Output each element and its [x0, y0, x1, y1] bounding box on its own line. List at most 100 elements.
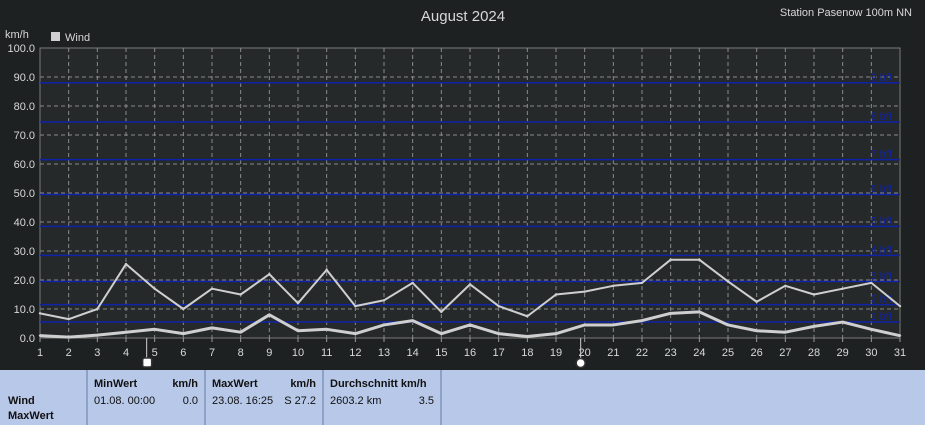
data-point-max — [497, 304, 500, 308]
x-tick-label: 12 — [349, 347, 361, 359]
x-tick-label: 29 — [837, 347, 849, 359]
y-tick-label: 50.0 — [14, 188, 35, 200]
y-tick-label: 100.0 — [7, 43, 35, 55]
data-point-max — [698, 258, 701, 261]
data-point-avg — [153, 328, 156, 331]
data-point-max — [612, 284, 615, 287]
x-tick-label: 22 — [636, 347, 648, 359]
x-tick-label: 2 — [66, 347, 72, 359]
beaufort-label: 6 bft — [871, 183, 892, 195]
data-point-avg — [411, 319, 414, 322]
max-title: MaxWert — [212, 378, 258, 390]
data-point-max — [153, 287, 156, 290]
x-tick-label: 9 — [266, 347, 272, 359]
data-point-max — [468, 283, 472, 286]
y-tick-label: 10.0 — [14, 304, 35, 316]
square-marker — [141, 357, 153, 368]
data-point-max — [440, 310, 443, 314]
summary-panel: Wind MaxWert MinWert km/h 01.08. 00:00 0… — [0, 370, 925, 425]
x-tick-label: 28 — [808, 347, 820, 359]
x-tick-label: 4 — [123, 347, 129, 359]
data-point-avg — [296, 329, 300, 332]
data-point-max — [411, 281, 414, 285]
y-tick-label: 80.0 — [14, 101, 35, 113]
data-point-max — [38, 312, 42, 315]
max-unit: km/h — [290, 378, 316, 390]
y-tick-label: 20.0 — [14, 275, 35, 287]
x-tick-label: 5 — [152, 347, 158, 359]
x-tick-label: 25 — [722, 347, 734, 359]
x-tick-label: 24 — [693, 347, 705, 359]
max-datetime: 23.08. 16:25 — [212, 395, 274, 407]
beaufort-label: 9 bft — [871, 72, 892, 84]
avg-cell: Durchschnitt km/h 2603.2 km 3.5 — [324, 370, 442, 425]
y-axis-unit: km/h — [5, 29, 29, 41]
data-point-max — [526, 315, 529, 318]
data-point-avg — [325, 328, 328, 331]
y-tick-label: 90.0 — [14, 72, 35, 84]
max-cell: MaxWert km/h 23.08. 16:25 S 27.2 — [206, 370, 324, 425]
x-tick-label: 10 — [292, 347, 304, 359]
data-point-max — [382, 299, 386, 302]
data-point-max — [726, 280, 730, 283]
x-tick-label: 6 — [180, 347, 186, 359]
legend-swatch — [51, 32, 60, 41]
data-point-avg — [67, 335, 70, 339]
data-point-max — [554, 293, 558, 296]
data-point-avg — [669, 312, 672, 315]
data-point-avg — [612, 323, 615, 327]
x-tick-label: 13 — [378, 347, 390, 359]
data-point-max — [354, 304, 357, 308]
x-tick-label: 17 — [493, 347, 505, 359]
data-point-avg — [96, 333, 99, 337]
data-point-avg — [182, 332, 185, 335]
avg-title: Durchschnitt km/h — [330, 378, 427, 390]
min-datetime: 01.08. 00:00 — [94, 395, 156, 407]
x-tick-label: 30 — [865, 347, 877, 359]
data-point-max — [96, 307, 99, 311]
data-point-max — [841, 287, 844, 290]
data-point-avg — [784, 331, 787, 334]
beaufort-label: 3 bft — [871, 270, 892, 282]
row-labels-cell: Wind MaxWert — [0, 370, 88, 425]
min-unit: km/h — [172, 378, 198, 390]
data-point-max — [239, 293, 242, 296]
beaufort-label: 4 bft — [871, 244, 892, 256]
min-value: 0.0 — [182, 395, 198, 407]
x-tick-label: 8 — [238, 347, 244, 359]
y-tick-label: 0.0 — [20, 333, 35, 345]
data-point-avg — [268, 313, 271, 316]
data-point-max — [210, 287, 214, 290]
beaufort-label: 1 bft — [871, 311, 892, 323]
data-point-max — [182, 307, 185, 311]
data-point-avg — [755, 329, 758, 332]
data-point-avg — [497, 332, 500, 335]
data-point-avg — [841, 320, 844, 324]
data-point-avg — [526, 335, 529, 338]
data-point-avg — [698, 310, 701, 314]
data-point-max — [583, 290, 586, 293]
x-tick-label: 21 — [607, 347, 619, 359]
x-tick-label: 14 — [407, 347, 419, 359]
x-tick-label: 3 — [94, 347, 100, 359]
data-point-max — [898, 304, 902, 308]
x-tick-label: 16 — [464, 347, 476, 359]
data-point-max — [784, 284, 787, 287]
min-title: MinWert — [94, 378, 138, 390]
row-label-maxwert: MaxWert — [8, 410, 54, 422]
data-point-max — [67, 317, 70, 321]
data-point-avg — [898, 334, 902, 337]
data-point-max — [124, 262, 128, 266]
wind-chart: August 2024 Station Pasenow 100m NN Wind… — [5, 7, 912, 369]
x-tick-label: 26 — [751, 347, 763, 359]
y-tick-label: 60.0 — [14, 159, 35, 171]
x-tick-label: 19 — [550, 347, 562, 359]
data-point-avg — [870, 328, 873, 331]
avg-value: 3.5 — [418, 395, 434, 407]
data-point-max — [812, 293, 816, 296]
y-tick-label: 30.0 — [14, 246, 35, 258]
x-tick-label: 18 — [521, 347, 533, 359]
x-tick-label: 23 — [665, 347, 677, 359]
x-tick-label: 20 — [579, 347, 591, 359]
data-point-max — [870, 281, 873, 285]
